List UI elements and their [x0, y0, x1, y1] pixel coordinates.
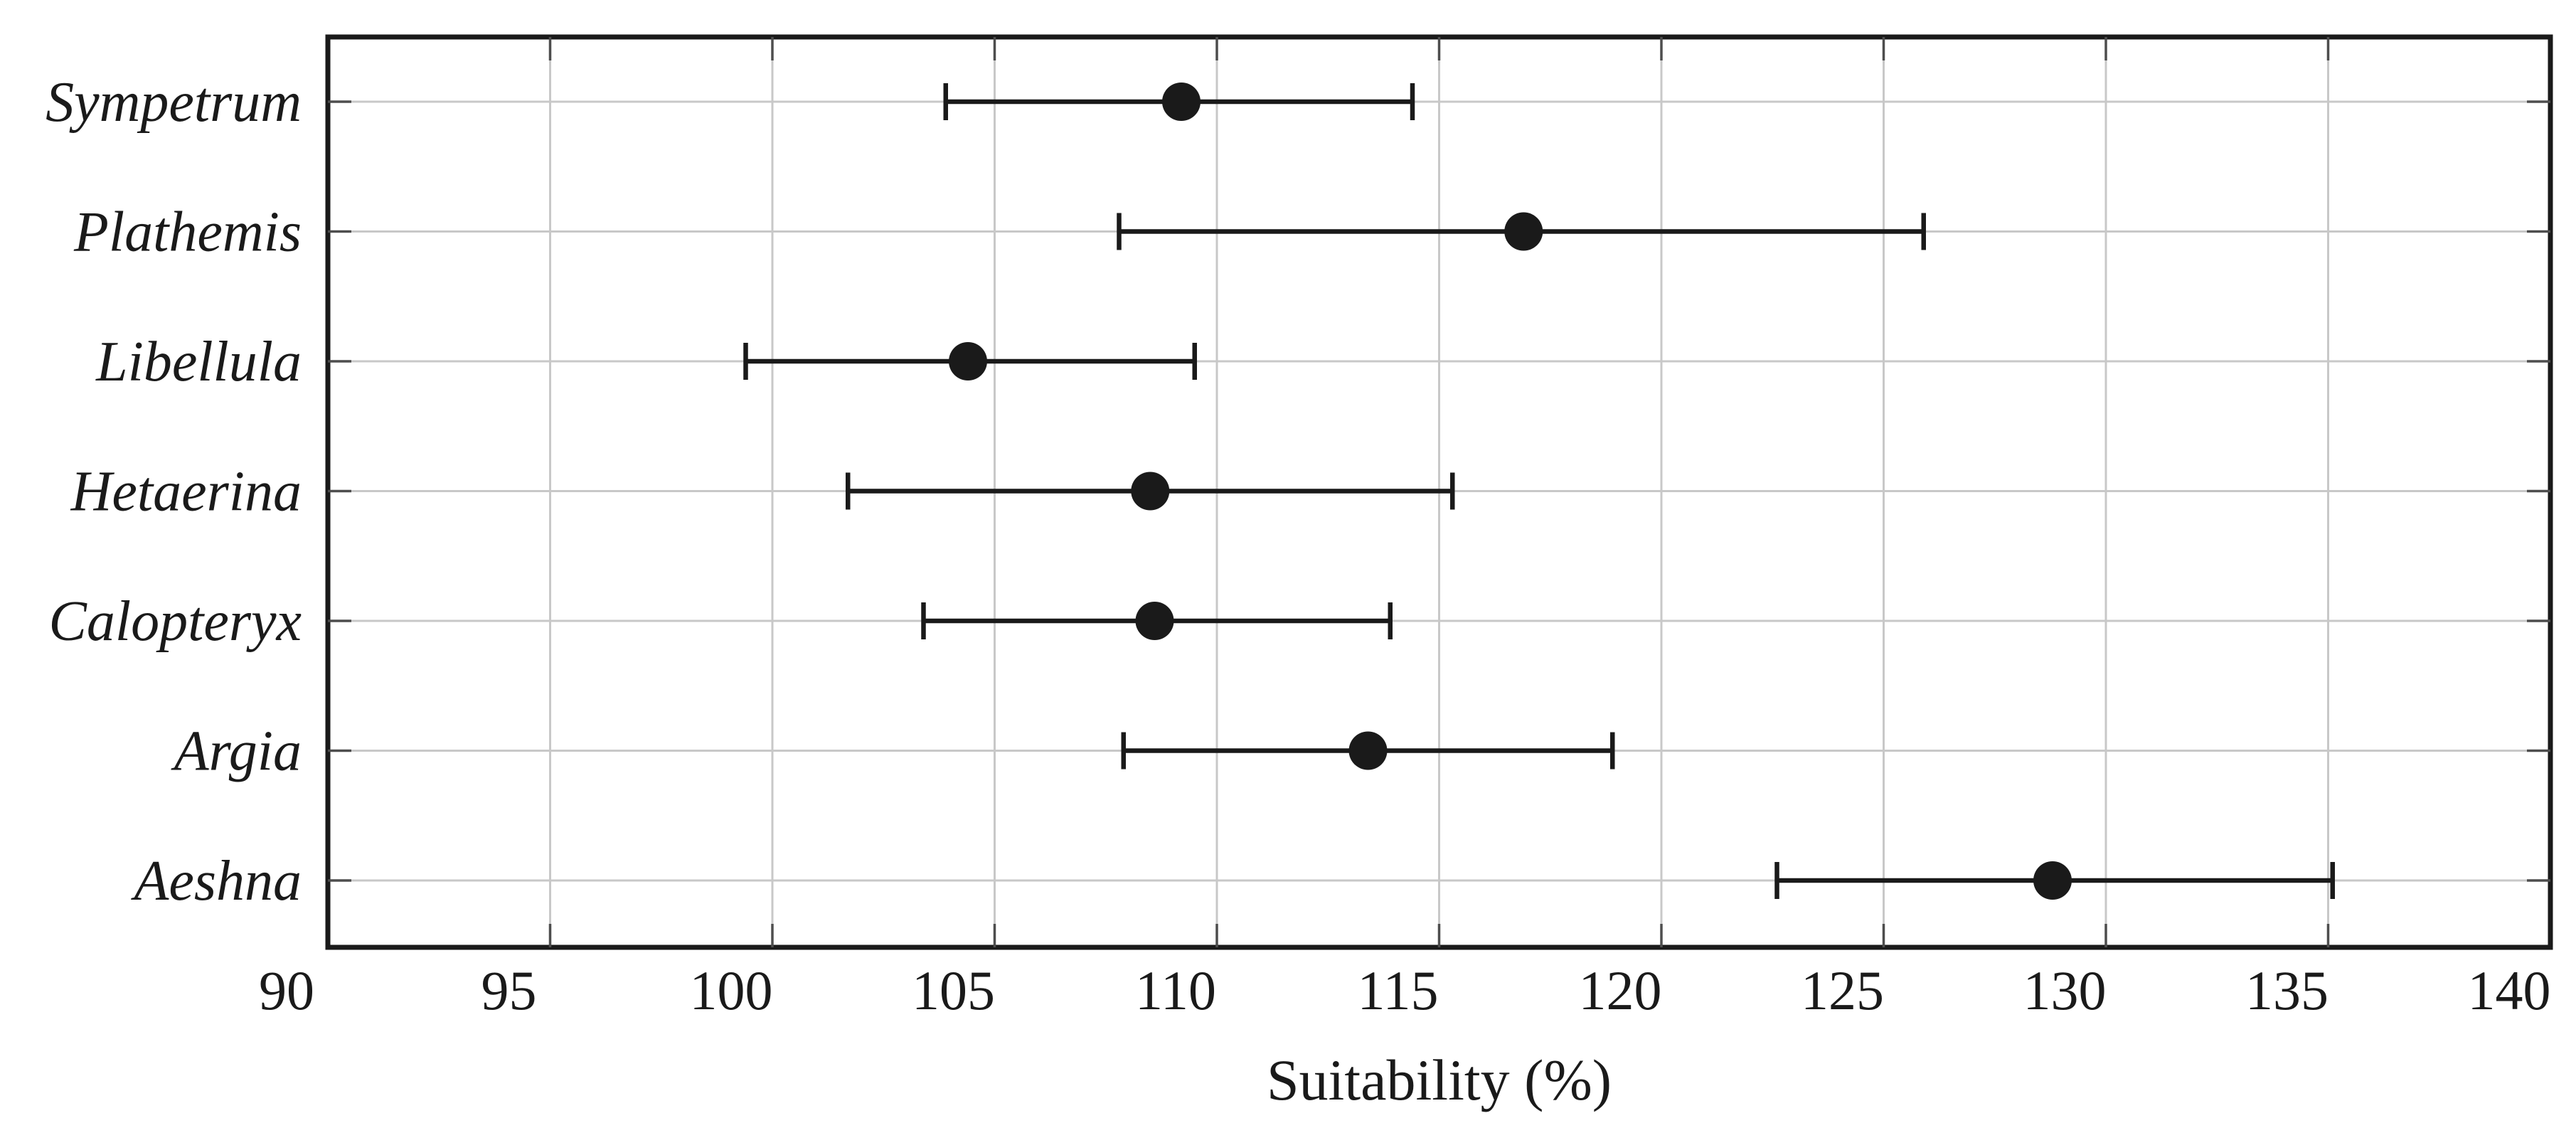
x-tick-label-110: 110 [1135, 959, 1216, 1021]
text-layer: 90 95 100 105 110 115 120 125 130 135 140 Sympetrum… [46, 71, 2550, 1021]
data-point-marker [1348, 731, 1388, 770]
category-label-aeshna: Aeshna [130, 850, 302, 912]
data-layer [743, 83, 2335, 900]
category-label-hetaerina: Hetaerina [70, 461, 302, 523]
data-point-marker [2033, 861, 2072, 900]
x-tick-label-95: 95 [481, 959, 537, 1021]
x-tick-label-115: 115 [1357, 959, 1438, 1021]
tick-layer [328, 37, 2550, 947]
x-tick-label-100: 100 [690, 959, 773, 1021]
x-tick-label-105: 105 [912, 959, 995, 1021]
category-label-libellula: Libellula [95, 331, 302, 393]
errorbar-point-sympetrum [943, 83, 1415, 121]
errorbar-point-hetaerina [846, 472, 1455, 511]
x-tick-label-130: 130 [2023, 959, 2107, 1021]
data-point-marker [949, 342, 987, 380]
category-label-plathemis: Plathemis [73, 201, 302, 264]
data-point-marker [1504, 212, 1543, 251]
x-tick-label-125: 125 [1801, 959, 1884, 1021]
x-tick-label-140: 140 [2468, 959, 2551, 1021]
errorbar-point-libellula [743, 342, 1197, 380]
errorbar-point-calopteryx [921, 602, 1393, 640]
errorbar-point-aeshna [1774, 861, 2335, 900]
category-label-sympetrum: Sympetrum [46, 71, 302, 134]
errorbar-point-plathemis [1117, 212, 1926, 251]
data-point-marker [1162, 83, 1201, 121]
x-axis-title: Suitability (%) [1267, 1048, 1612, 1112]
errorbar-point-argia [1121, 731, 1615, 770]
category-label-calopteryx: Calopteryx [49, 590, 302, 653]
x-tick-label-120: 120 [1579, 959, 1662, 1021]
data-point-marker [1135, 602, 1174, 640]
category-label-argia: Argia [171, 720, 302, 783]
x-tick-label-90: 90 [259, 959, 314, 1021]
x-tick-label-135: 135 [2245, 959, 2328, 1021]
data-point-marker [1131, 472, 1170, 511]
